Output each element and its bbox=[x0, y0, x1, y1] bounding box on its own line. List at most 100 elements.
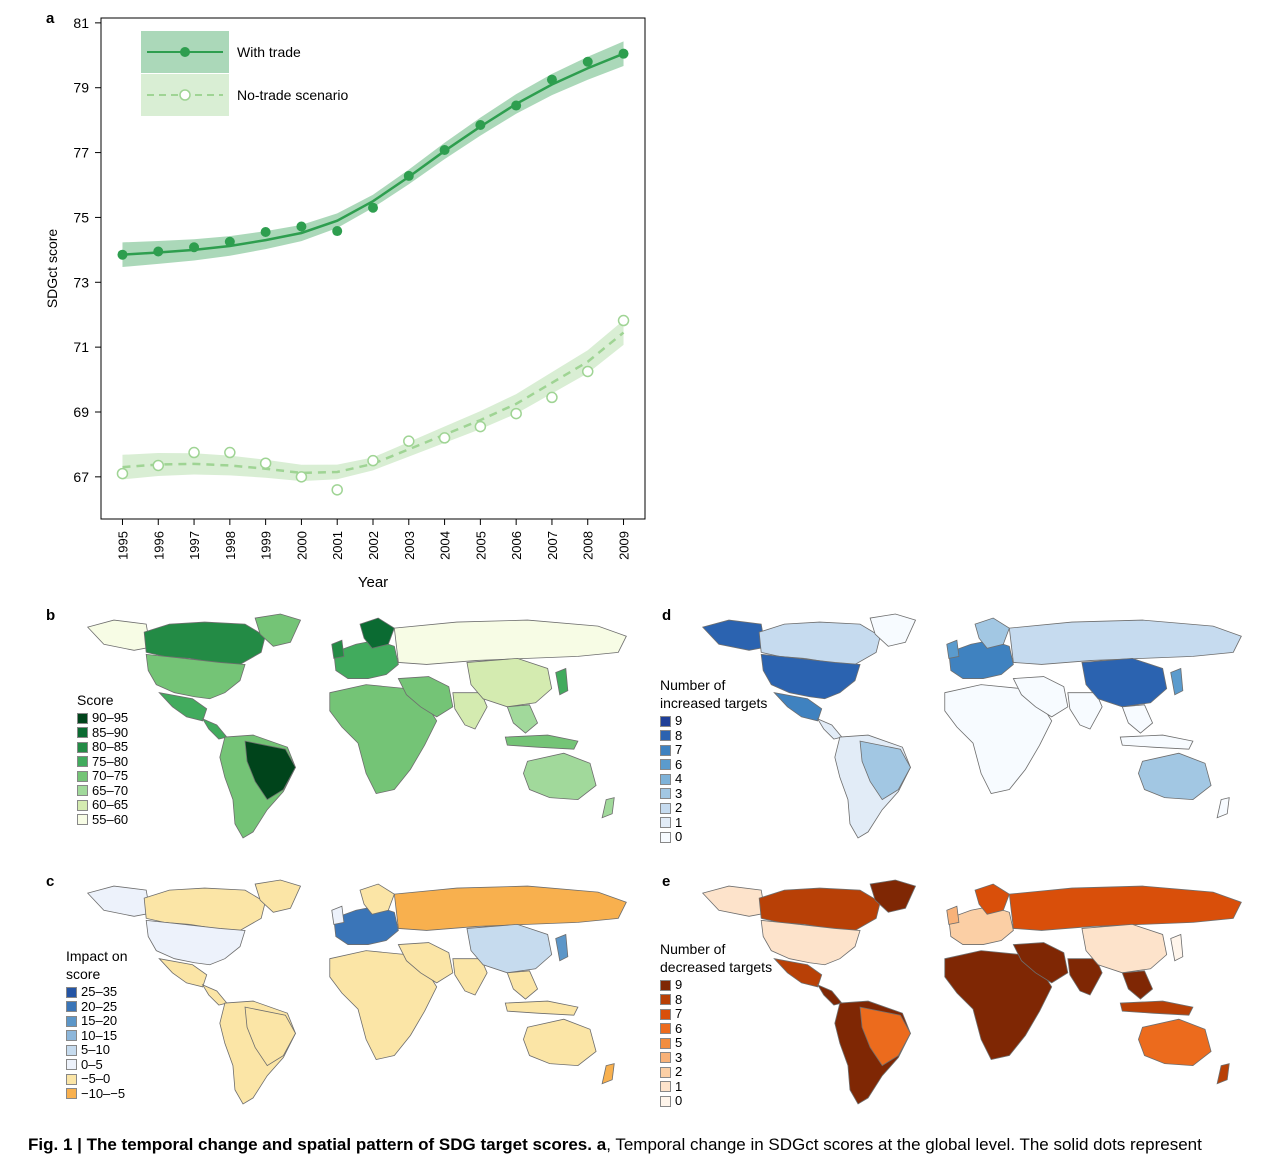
data-point-series-0 bbox=[618, 48, 629, 59]
region-russia bbox=[1008, 885, 1242, 931]
region-nz bbox=[601, 797, 615, 819]
panel-c-legend-swatch bbox=[66, 1044, 77, 1056]
panel-e-legend-swatch bbox=[660, 1023, 671, 1035]
panel-b-legend-item: 90–95 bbox=[77, 710, 128, 726]
y-tick-label: 77 bbox=[73, 145, 89, 161]
data-point-series-0 bbox=[475, 120, 486, 131]
region-europe bbox=[948, 905, 1014, 946]
panel-e-legend-swatch bbox=[660, 1008, 671, 1020]
panel-e-legend-item: 6 bbox=[660, 1020, 683, 1037]
panel-b-legend-swatch bbox=[77, 756, 88, 768]
panel-e-letter: e bbox=[662, 873, 671, 890]
data-point-series-1 bbox=[259, 457, 272, 469]
region-central bbox=[202, 984, 228, 1006]
panel-b-legend-item: 85–90 bbox=[77, 724, 129, 741]
panel-d-legend-label: 2 bbox=[675, 800, 683, 815]
region-alaska bbox=[702, 619, 766, 651]
data-point-series-1 bbox=[617, 314, 630, 327]
data-point-series-0 bbox=[511, 100, 522, 111]
data-point-series-1 bbox=[474, 420, 487, 433]
panel-b-legend-label: 85–90 bbox=[92, 724, 129, 740]
panel-e-legend-label: 6 bbox=[675, 1020, 683, 1036]
region-nz bbox=[1216, 797, 1230, 819]
panel-e-legend-swatch bbox=[660, 1037, 671, 1049]
panel-e-legend-item: 3 bbox=[660, 1049, 683, 1066]
panel-c-legend-item: 0–5 bbox=[66, 1057, 125, 1073]
panel-e-legend-label: 1 bbox=[675, 1078, 683, 1094]
region-japan bbox=[1170, 933, 1184, 962]
panel-c-legend-item: −10–−5 bbox=[66, 1086, 125, 1102]
x-tick-label: 2000 bbox=[294, 531, 309, 560]
panel-d-legend-item: 7 bbox=[660, 742, 682, 758]
y-tick-label: 73 bbox=[73, 274, 89, 290]
panel-b-legend-label: 70–75 bbox=[92, 768, 129, 783]
panel-d-letter: d bbox=[662, 607, 672, 624]
region-europe bbox=[948, 639, 1014, 680]
panel-d-legend-label: 3 bbox=[675, 785, 683, 801]
panel-d-legend-swatch bbox=[660, 788, 671, 800]
panel-c-legend-item: 5–10 bbox=[66, 1042, 125, 1058]
region-uk bbox=[946, 905, 960, 925]
x-tick-label: 2008 bbox=[581, 531, 596, 560]
data-point-series-0 bbox=[189, 242, 200, 253]
x-tick-label: 1999 bbox=[259, 531, 274, 560]
panel-e-legend-label: 3 bbox=[675, 1049, 683, 1065]
figure-caption: Fig. 1 | The temporal change and spatial… bbox=[28, 1135, 1258, 1155]
x-tick-label: 2001 bbox=[330, 531, 345, 560]
region-seasia bbox=[1121, 704, 1154, 734]
x-tick-label: 2002 bbox=[366, 531, 381, 560]
region-europe bbox=[333, 639, 399, 680]
panel-c-legend: 25–35 20–25 15–20 10–15 5–10 0–5 −5–0 −10–−5 bbox=[66, 984, 125, 1102]
panel-e-legend-title-line1: Number of bbox=[660, 941, 726, 957]
panel-e-legend-label: 5 bbox=[675, 1035, 683, 1050]
data-point-series-0 bbox=[403, 170, 414, 181]
panel-e-legend-swatch bbox=[660, 979, 671, 991]
panel-a-line-chart: 67 69 71 73 75 77 79 81 1995 1996 1997 1998 1999 2000… bbox=[44, 15, 646, 591]
x-tick-label: 2003 bbox=[402, 531, 417, 560]
region-seasia bbox=[506, 704, 539, 734]
panel-e-legend-label: 7 bbox=[675, 1006, 683, 1021]
panel-e-legend-swatch bbox=[660, 1095, 671, 1107]
panel-e-legend-item: 8 bbox=[660, 991, 683, 1008]
data-point-series-1 bbox=[331, 484, 343, 496]
data-point-series-0 bbox=[296, 221, 307, 232]
panel-e-legend-label: 8 bbox=[675, 991, 683, 1007]
region-nz bbox=[601, 1063, 615, 1085]
panel-d-legend-title: Number of increased targets bbox=[660, 676, 767, 712]
panel-d-legend-label: 9 bbox=[675, 713, 683, 728]
panel-b-legend-swatch bbox=[77, 741, 88, 753]
legend-no-trade-marker bbox=[179, 89, 191, 101]
panel-b-legend-label: 60–65 bbox=[92, 797, 129, 812]
region-europe bbox=[333, 905, 399, 946]
panel-e-legend-label: 2 bbox=[675, 1064, 683, 1079]
caption-rest: , Temporal change in SDGct scores at the… bbox=[606, 1135, 1202, 1154]
data-point-series-0 bbox=[260, 227, 271, 238]
panel-d-legend-swatch bbox=[660, 759, 671, 771]
region-indonesia bbox=[504, 734, 579, 750]
region-uk bbox=[331, 639, 345, 659]
panel-c-legend-swatch bbox=[66, 1015, 77, 1027]
region-uk bbox=[331, 905, 345, 925]
panel-b-legend-item: 55–60 bbox=[77, 812, 128, 828]
panel-c-legend-item: 15–20 bbox=[66, 1013, 125, 1029]
panel-b-legend-swatch bbox=[77, 712, 88, 724]
y-axis-label: SDGct score bbox=[44, 229, 60, 309]
region-japan bbox=[555, 667, 569, 696]
data-point-series-1 bbox=[581, 365, 594, 378]
panel-c-legend-item: 20–25 bbox=[66, 999, 125, 1015]
region-uk bbox=[946, 639, 960, 659]
region-japan bbox=[1170, 667, 1184, 696]
panel-d-legend-item: 4 bbox=[660, 771, 683, 787]
panel-b-legend-swatch bbox=[77, 814, 88, 826]
confidence-band-series-0 bbox=[122, 41, 624, 268]
panel-d-legend-item: 9 bbox=[660, 713, 683, 729]
region-nz bbox=[1216, 1063, 1230, 1085]
panel-b-letter: b bbox=[46, 607, 56, 624]
panel-d-legend-label: 4 bbox=[675, 771, 683, 786]
panel-e-legend-label: 0 bbox=[675, 1093, 683, 1108]
data-point-series-1 bbox=[403, 435, 415, 447]
y-tick-label: 71 bbox=[73, 339, 89, 355]
data-point-series-0 bbox=[332, 226, 343, 237]
panel-b-legend-label: 75–80 bbox=[92, 753, 129, 769]
